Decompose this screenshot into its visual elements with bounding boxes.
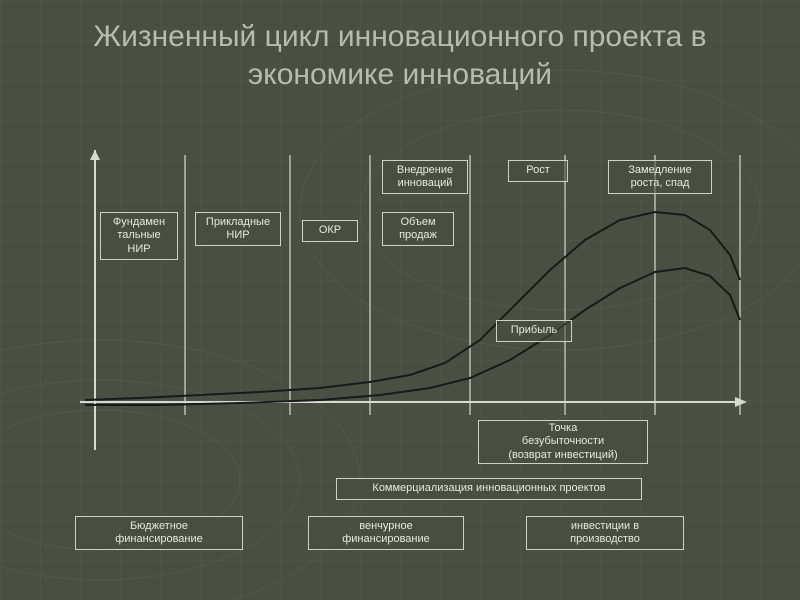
box-growth: Рост <box>508 160 568 182</box>
box-commercial: Коммерциализация инновационных проектов <box>336 478 642 500</box>
box-profit: Прибыль <box>496 320 572 342</box>
box-fundamental: Фундамен тальные НИР <box>100 212 178 260</box>
box-slowdown: Замедление роста, спад <box>608 160 712 194</box>
box-investment: инвестиции в производство <box>526 516 684 550</box>
box-innovation: Внедрение инноваций <box>382 160 468 194</box>
box-venture: венчурное финансирование <box>308 516 464 550</box>
box-applied: Прикладные НИР <box>195 212 281 246</box>
slide-title: Жизненный цикл инновационного проекта в … <box>0 0 800 103</box>
box-sales-volume: Объем продаж <box>382 212 454 246</box>
box-okr: ОКР <box>302 220 358 242</box>
lifecycle-chart: Фундамен тальные НИР Прикладные НИР ОКР … <box>40 120 760 540</box>
box-budget: Бюджетное финансирование <box>75 516 243 550</box>
box-breakeven: Точка безубыточности (возврат инвестиций… <box>478 420 648 464</box>
